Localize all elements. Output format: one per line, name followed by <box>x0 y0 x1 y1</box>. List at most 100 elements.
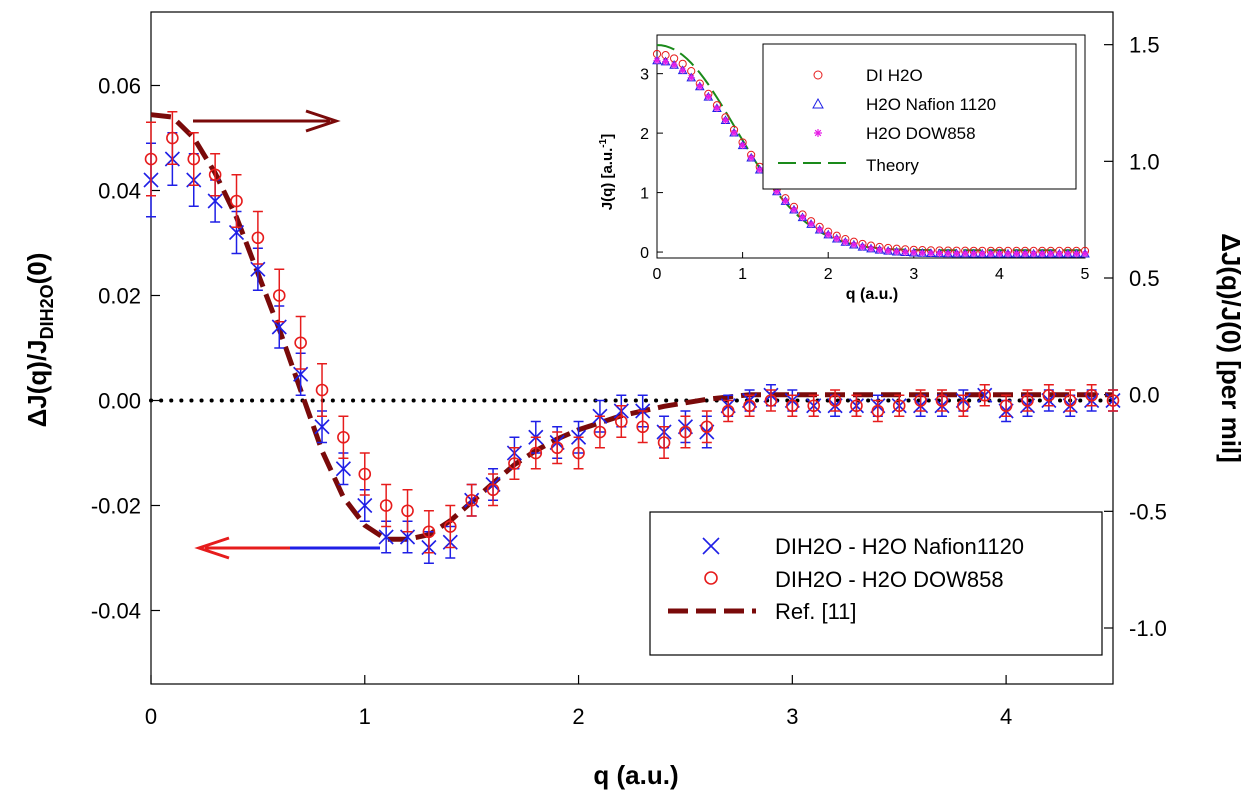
data-point-dow <box>486 483 500 497</box>
inset-point-dow <box>747 154 755 162</box>
inset-point-dow <box>876 246 884 254</box>
inset-point-dow <box>704 93 712 101</box>
inset-point-dow <box>884 247 892 255</box>
legend-label-dow: DIH2O - H2O DOW858 <box>775 567 1004 592</box>
inset-point-dow <box>961 250 969 258</box>
inset-legend-label-theory: Theory <box>866 156 919 175</box>
legend-marker-nafion-x <box>702 537 720 555</box>
inset-point-dow <box>970 250 978 258</box>
inset-point-dow-ray-3 <box>748 154 755 161</box>
data-point-dow <box>593 425 607 439</box>
inset-legend-star <box>814 129 822 137</box>
inset-plot-frame <box>656 34 1086 259</box>
inset-point-dow <box>833 235 841 243</box>
x-tick-label: 3 <box>786 704 798 729</box>
inset-point-dow-ray-3 <box>808 221 814 228</box>
inset-point-dow <box>824 231 832 239</box>
data-point-nafion <box>314 419 330 435</box>
legend-label-ref: Ref. [11] <box>775 599 857 624</box>
data-point-dow <box>1085 388 1098 402</box>
inset-point-dow-ray-3 <box>893 248 900 255</box>
inset-point-dow <box>1030 250 1038 258</box>
inset-point-dow-ray-3 <box>705 93 712 100</box>
inset-data-marks <box>652 44 1090 258</box>
inset-point-dow-ray-3 <box>756 166 763 173</box>
data-point-dow <box>401 504 414 518</box>
inset-point-dow <box>790 206 798 214</box>
data-point-dow <box>914 394 927 407</box>
inset-point-dow-ray-3 <box>816 226 823 233</box>
inset-legend-star-ray-3 <box>814 129 822 137</box>
inset-point-dow <box>893 248 901 256</box>
inset-point-dow-ray-3 <box>679 67 686 74</box>
inset-y-axis-label: J(q) [a.u.-1] <box>598 134 616 210</box>
main-legend-box <box>649 511 1103 656</box>
y-axis-label-left-sub: DIH2O <box>37 284 57 339</box>
inset-point-dow-ray-3 <box>953 250 960 257</box>
data-point-dow <box>337 430 350 444</box>
y-left-tick-label: 0.00 <box>98 389 141 414</box>
inset-point-dow-ray-3 <box>671 62 678 68</box>
inset-point-dow-ray-3 <box>1047 250 1054 257</box>
data-point-dow <box>187 152 201 166</box>
inset-legend-box <box>762 43 1077 190</box>
inset-point-dow <box>1021 250 1029 258</box>
inset-legend-marker-di-h2o <box>813 70 823 80</box>
legend-marker-nafion-x-b <box>702 537 720 555</box>
data-point-dow <box>230 194 243 208</box>
inset-y-tick-label: 3 <box>640 67 649 84</box>
inset-point-dow <box>1004 250 1012 258</box>
data-point-dow <box>1021 394 1034 407</box>
inset-point-dow-ray-3 <box>910 249 917 256</box>
inset-point-dow-ray-3 <box>945 250 951 257</box>
inset-y-tick-label: 2 <box>640 126 649 143</box>
inset-point-dow-ray-3 <box>1022 250 1028 257</box>
data-point-dow <box>529 446 543 460</box>
data-point-dow <box>379 499 393 512</box>
inset-point-dow-ray-3 <box>782 198 789 205</box>
inset-point-dow-ray-3 <box>825 231 832 238</box>
inset-point-dow <box>1047 250 1055 258</box>
inset-point-dow <box>1038 250 1046 258</box>
inset-x-tick-label: 4 <box>995 266 1004 283</box>
inset-point-dow <box>953 250 961 258</box>
inset-legend-marker-nafion <box>812 97 824 109</box>
x-axis-label: q (a.u.) <box>593 760 678 790</box>
y-right-tick-label: -1.0 <box>1129 616 1167 641</box>
inset-point-dow <box>935 249 943 257</box>
inset-point-dow-ray-3 <box>868 245 874 252</box>
data-point-nafion <box>335 461 351 477</box>
main-data-marks <box>143 109 1121 564</box>
inset-point-dow-ray-3 <box>1082 250 1088 257</box>
y-right-tick-label: -0.5 <box>1129 499 1167 524</box>
data-point-dow <box>786 399 799 413</box>
inset-point-dow-ray-3 <box>919 250 926 256</box>
y-right-tick-label: 0.5 <box>1129 266 1160 291</box>
data-point-dow <box>422 525 436 539</box>
arrow-left-head <box>194 536 230 560</box>
data-point-nafion-b <box>378 529 394 545</box>
data-point-dow <box>871 404 885 418</box>
inset-point-dow-ray-3 <box>739 142 746 149</box>
inset-point-dow <box>662 58 670 66</box>
y-left-tick-label: 0.06 <box>98 74 141 99</box>
inset-point-dow-ray-3 <box>1056 250 1063 257</box>
inset-y-axis-label-suffix: ] <box>599 134 616 139</box>
data-point-dow <box>465 493 478 507</box>
inset-y-tick-label: 0 <box>640 245 649 262</box>
data-point-dow <box>807 399 821 413</box>
data-point-dow <box>251 231 265 245</box>
inset-point-dow <box>687 74 695 82</box>
legend-marker-dow-circle <box>704 571 718 585</box>
data-point-dow <box>999 399 1013 413</box>
inset-point-dow <box>799 213 807 221</box>
arrow-right-head <box>305 109 341 133</box>
inset-legend-triangle <box>812 97 824 109</box>
inset-point-dow-ray-3 <box>936 250 943 257</box>
inset-point-dow-ray-3 <box>722 117 729 124</box>
inset-point-dow-ray-3 <box>662 58 669 65</box>
inset-point-dow-ray-3 <box>1064 250 1071 257</box>
data-point-dow <box>315 383 329 397</box>
y-axis-label-left-suffix: (0) <box>22 253 52 285</box>
